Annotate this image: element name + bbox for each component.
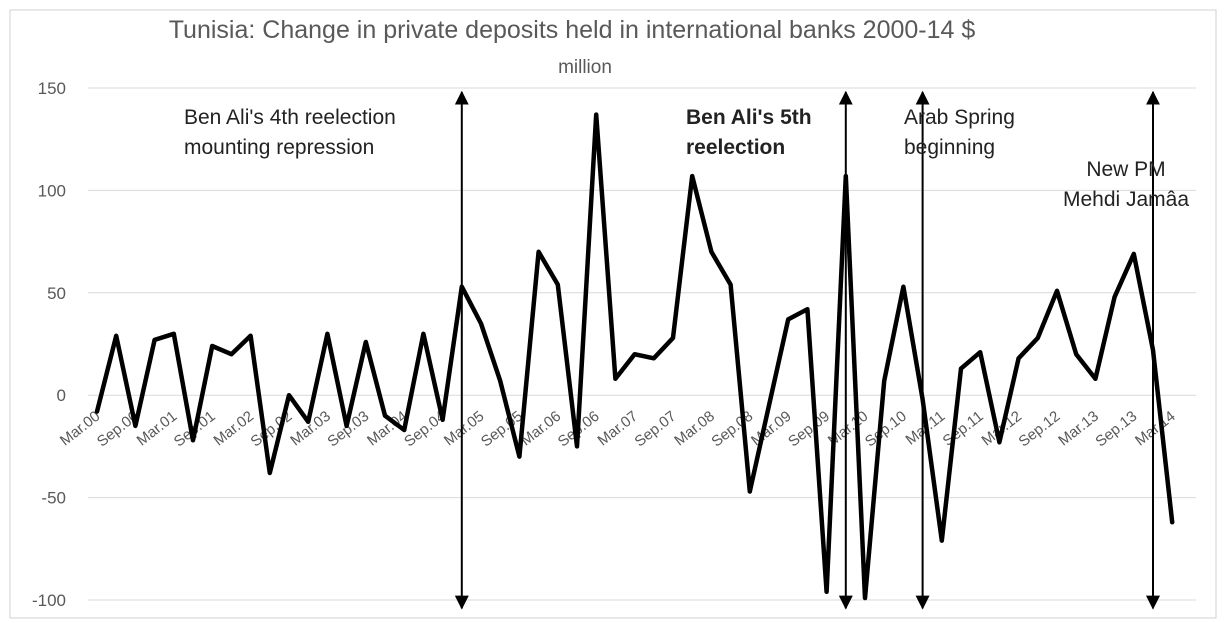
data-point (421, 332, 425, 336)
data-point (95, 410, 99, 414)
data-point (690, 174, 694, 178)
data-point (556, 283, 560, 287)
y-tick-label: 0 (57, 386, 66, 405)
data-point (191, 438, 195, 442)
annotation-line: reelection (686, 136, 785, 159)
x-tick-label: Mar.05 (441, 408, 488, 450)
data-point (1074, 352, 1078, 356)
data-point (460, 285, 464, 289)
data-point (498, 379, 502, 383)
annotation-line: Arab Spring (904, 106, 1015, 129)
data-point (249, 334, 253, 338)
data-point (575, 444, 579, 448)
annotation-line: Ben Ali's 4th reelection (184, 106, 396, 129)
data-point (441, 418, 445, 422)
y-tick-label: -50 (41, 489, 66, 508)
data-point (402, 428, 406, 432)
y-tick-label: 150 (38, 79, 66, 98)
data-point (729, 283, 733, 287)
data-point (306, 420, 310, 424)
data-point (537, 250, 541, 254)
x-tick-label: Sep.10 (862, 408, 910, 451)
x-tick-label: Sep.12 (1016, 408, 1064, 451)
data-point (1113, 295, 1117, 299)
chart-frame (9, 9, 1217, 619)
annotation-line: mounting repression (184, 136, 374, 159)
data-point (940, 539, 944, 543)
data-point (652, 356, 656, 360)
x-axis: Mar.00Sep.00Mar.01Sep.01Mar.02Sep.02Mar.… (57, 408, 1179, 451)
x-tick-label: Mar.08 (671, 408, 718, 450)
y-tick-label: 50 (47, 284, 66, 303)
x-tick-label: Mar.14 (1132, 408, 1179, 450)
data-point (921, 397, 925, 401)
data-point (1055, 289, 1059, 293)
x-tick-label: Mar.07 (594, 408, 641, 450)
data-point (1132, 252, 1136, 256)
chart-title: Tunisia: Change in private deposits held… (169, 16, 976, 44)
chart-subtitle: million (558, 57, 612, 78)
annotation-line: Ben Ali's 5th (686, 106, 812, 129)
y-axis: 150 100 50 0 -50 -100 (32, 79, 66, 610)
data-point (364, 340, 368, 344)
data-point (959, 367, 963, 371)
data-point (1036, 336, 1040, 340)
data-point (1093, 377, 1097, 381)
data-point (613, 377, 617, 381)
data-point (748, 489, 752, 493)
data-point (229, 352, 233, 356)
data-point (133, 424, 137, 428)
x-tick-label: Mar.02 (210, 408, 257, 450)
data-point (825, 590, 829, 594)
annotations: Ben Ali's 4th reelection mounting repress… (184, 106, 1189, 211)
data-point (479, 322, 483, 326)
data-point (882, 379, 886, 383)
data-point (997, 440, 1001, 444)
data-point (287, 393, 291, 397)
data-point (1151, 348, 1155, 352)
data-point (172, 332, 176, 336)
data-point (805, 307, 809, 311)
data-point (153, 338, 157, 342)
x-tick-label: Mar.09 (748, 408, 795, 450)
x-tick-label: Mar.13 (1055, 408, 1102, 450)
x-tick-label: Sep.09 (785, 408, 833, 451)
x-tick-label: Mar.00 (57, 408, 104, 450)
data-point (517, 455, 521, 459)
series-line (94, 112, 1175, 601)
data-point (978, 350, 982, 354)
data-point (210, 344, 214, 348)
x-tick-label: Sep.07 (632, 408, 680, 451)
data-point (844, 174, 848, 178)
data-point (345, 424, 349, 428)
data-point (671, 336, 675, 340)
annotation-line: Mehdi Jamâa (1063, 188, 1189, 211)
y-tick-label: 100 (38, 181, 66, 200)
data-point (767, 403, 771, 407)
x-tick-label: Mar.01 (134, 408, 181, 450)
data-point (594, 113, 598, 117)
data-point (1170, 520, 1174, 524)
annotation-line: New PM (1086, 158, 1165, 181)
data-point (383, 414, 387, 418)
series-deposits (94, 112, 1175, 601)
x-tick-label: Sep.02 (248, 408, 296, 451)
data-point (786, 317, 790, 321)
y-tick-label: -100 (32, 591, 66, 610)
data-point (901, 285, 905, 289)
data-point (709, 250, 713, 254)
gridlines (88, 87, 1196, 601)
data-point (268, 471, 272, 475)
x-tick-label: Sep.08 (708, 408, 756, 451)
data-point (114, 334, 118, 338)
annotation-line: beginning (904, 136, 995, 159)
data-point (1017, 356, 1021, 360)
x-tick-label: Sep.11 (940, 408, 987, 450)
data-point (325, 332, 329, 336)
data-point (633, 352, 637, 356)
data-point (863, 596, 867, 600)
x-tick-label: Sep.13 (1092, 408, 1140, 451)
